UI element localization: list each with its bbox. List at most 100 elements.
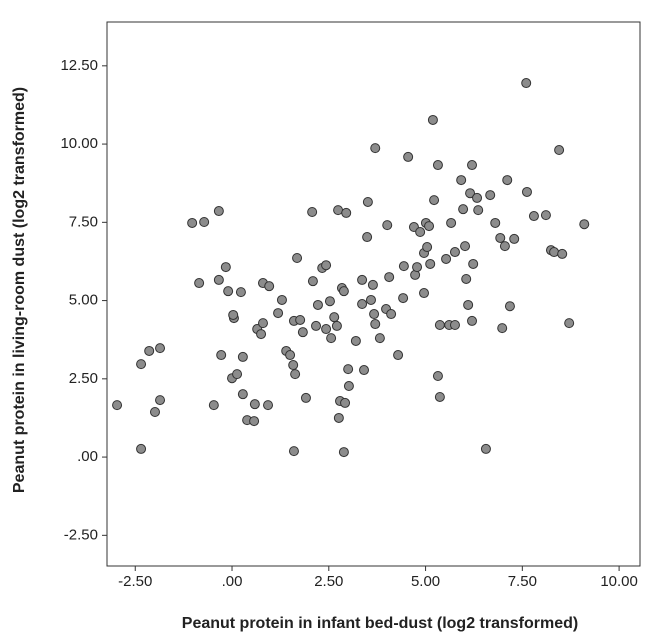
point [403, 151, 414, 162]
point [223, 286, 234, 297]
point [357, 299, 368, 310]
y-tick-label: 5.00 [69, 292, 98, 309]
point [256, 329, 267, 340]
point [263, 400, 274, 411]
point [521, 78, 532, 89]
point [343, 381, 354, 392]
point [521, 186, 532, 197]
point [362, 232, 373, 243]
point [467, 160, 478, 171]
point [273, 308, 284, 319]
point [249, 416, 260, 427]
point [415, 227, 426, 238]
point [338, 286, 349, 297]
point [432, 371, 443, 382]
point [502, 175, 513, 186]
point [338, 447, 349, 458]
y-tick-label: -2.50 [64, 526, 98, 543]
point [321, 324, 332, 335]
point [432, 160, 443, 171]
y-tick-label: 7.50 [69, 213, 98, 230]
point [194, 278, 205, 289]
point [144, 345, 155, 356]
point [564, 318, 575, 329]
point [441, 253, 452, 264]
point [326, 333, 337, 344]
point [235, 287, 246, 298]
point [357, 274, 368, 285]
point [429, 195, 440, 206]
point [456, 175, 467, 186]
point [424, 221, 435, 232]
x-tick-label: 10.00 [600, 573, 638, 590]
point [264, 281, 275, 292]
point [434, 391, 445, 402]
point [467, 315, 478, 326]
point [136, 359, 147, 370]
point [213, 206, 224, 217]
point [398, 293, 409, 304]
point [213, 274, 224, 285]
point [292, 253, 303, 264]
point [549, 247, 560, 258]
point [393, 350, 404, 361]
point [465, 188, 476, 199]
point [136, 443, 147, 454]
point [321, 260, 332, 271]
point [446, 217, 457, 228]
x-tick-label: -2.50 [118, 573, 152, 590]
point [367, 279, 378, 290]
point [369, 309, 380, 320]
point [237, 351, 248, 362]
point [307, 276, 318, 287]
point [468, 258, 479, 269]
point [228, 309, 239, 320]
point [540, 210, 551, 221]
point [463, 299, 474, 310]
point [472, 192, 483, 203]
point [461, 273, 472, 284]
point [276, 294, 287, 305]
point [350, 335, 361, 346]
point [155, 343, 166, 354]
point [155, 395, 166, 406]
point [384, 272, 395, 283]
point [499, 241, 510, 252]
point [504, 301, 515, 312]
x-tick-label: .00 [222, 573, 243, 590]
point [307, 206, 318, 217]
y-tick-label: 12.50 [60, 57, 98, 74]
point [449, 247, 460, 258]
point [374, 333, 385, 344]
y-axis-title: Peanut protein in living-room dust (log2… [11, 87, 28, 493]
point [249, 399, 260, 410]
x-tick-label: 5.00 [411, 573, 440, 590]
point [386, 309, 397, 320]
point [497, 323, 508, 334]
point [458, 204, 469, 215]
point [370, 143, 381, 154]
point [216, 350, 227, 361]
point [490, 217, 501, 228]
point [412, 262, 423, 273]
point [311, 320, 322, 331]
point [329, 312, 340, 323]
y-tick-label: 2.50 [69, 370, 98, 387]
point [290, 369, 301, 380]
point [285, 350, 296, 361]
point [237, 389, 248, 400]
point [419, 288, 430, 299]
point [149, 407, 160, 418]
point [297, 327, 308, 338]
point [398, 261, 409, 272]
plot-frame [106, 21, 641, 567]
point [382, 220, 393, 231]
point [300, 392, 311, 403]
point [341, 207, 352, 218]
point [359, 365, 370, 376]
point [473, 205, 484, 216]
point [427, 114, 438, 125]
point [288, 446, 299, 457]
point [324, 296, 335, 307]
